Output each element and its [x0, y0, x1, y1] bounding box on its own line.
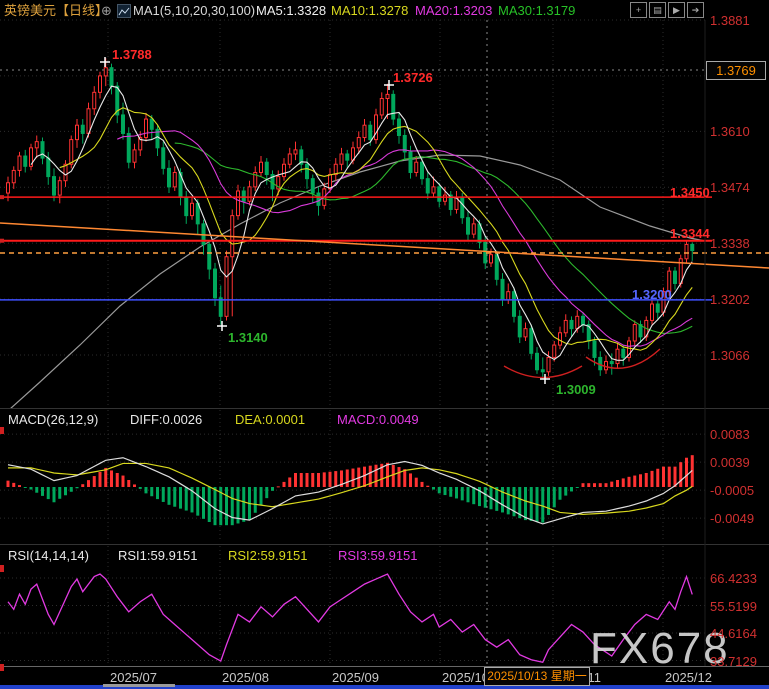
resistance-line-label[interactable]: 1.3450 — [670, 185, 710, 200]
macd-panel[interactable] — [6, 455, 694, 526]
y-axis-label: 1.3474 — [710, 180, 750, 195]
support-line-label[interactable]: 1.3200 — [632, 287, 672, 302]
x-axis-label: 2025/07 — [110, 670, 157, 685]
rsi-title: RSI(14,14,14) — [8, 548, 89, 563]
y-axis-label: 33.7129 — [710, 654, 757, 669]
symbol-title: 英镑美元【日线】 — [4, 3, 109, 18]
x-axis-label: 2025/10 — [442, 670, 489, 685]
main-price-panel[interactable] — [0, 58, 706, 418]
gridlines — [0, 19, 705, 664]
crosshair-tool-icon[interactable]: + — [630, 2, 647, 18]
rsi2-value: RSI2:59.9151 — [228, 548, 308, 563]
y-axis-label: 44.6164 — [710, 626, 757, 641]
extreme-marker — [217, 321, 227, 331]
rsi3-value: RSI3:59.9151 — [338, 548, 418, 563]
rsi-panel[interactable] — [7, 573, 693, 664]
crosshair — [0, 20, 705, 666]
ma30-value: MA30:1.3179 — [498, 3, 576, 18]
ma5-value: MA5:1.3328 — [256, 3, 327, 18]
y-axis-label: 1.3066 — [710, 348, 750, 363]
y-axis-label: 0.0039 — [710, 455, 750, 470]
arc-annotation[interactable] — [503, 365, 583, 379]
panel-tick — [0, 565, 4, 572]
add-indicator-icon[interactable]: ⊕ — [101, 3, 112, 18]
panel-tick — [0, 427, 4, 434]
ma-group-label: MA1(5,10,20,30,100) — [133, 3, 256, 18]
y-axis-label: 1.3202 — [710, 292, 750, 307]
play-chart-icon[interactable]: ▶ — [668, 2, 685, 18]
low-annotation: 1.3140 — [228, 330, 268, 345]
y-axis-label: 0.0083 — [710, 427, 750, 442]
x-axis-label: 2025/08 — [222, 670, 269, 685]
drawn-lines[interactable] — [0, 195, 769, 301]
extreme-marker — [540, 374, 550, 384]
extreme-marker — [384, 80, 394, 90]
macd-dea-value: DEA:0.0001 — [235, 412, 306, 427]
low-annotation: 1.3009 — [556, 382, 596, 397]
macd-title: MACD(26,12,9) — [8, 412, 99, 427]
panel-layout-icon[interactable]: ▤ — [649, 2, 666, 18]
next-chart-icon[interactable]: ➔ — [687, 2, 704, 18]
y-axis-label: 1.3610 — [710, 124, 750, 139]
y-axis-label: -0.0005 — [710, 483, 755, 498]
rsi1-value: RSI1:59.9151 — [118, 548, 198, 563]
ma10-value: MA10:1.3278 — [331, 3, 409, 18]
arc-annotation[interactable] — [585, 348, 661, 369]
y-axis-label: 1.3881 — [710, 13, 750, 28]
recent-high-line-label[interactable]: 1.3344 — [670, 226, 710, 241]
crosshair-date-box: 2025/10/13 星期一 — [484, 667, 590, 686]
extreme-marker — [100, 57, 110, 67]
x-axis-label: 2025/09 — [332, 670, 379, 685]
candles — [6, 58, 695, 379]
macd-diff-value: DIFF:0.0026 — [130, 412, 203, 427]
ma-indicator-icon — [117, 4, 131, 18]
y-axis-label: -0.0049 — [710, 511, 755, 526]
crosshair-price-box: 1.3769 — [706, 61, 766, 80]
y-axis-label: 66.4233 — [710, 571, 757, 586]
high-annotation: 1.3726 — [393, 70, 433, 85]
watermark: FX678 — [590, 624, 730, 673]
bottom-border — [0, 685, 769, 689]
scrollbar-thumb[interactable] — [103, 684, 175, 687]
high-annotation: 1.3788 — [112, 47, 152, 62]
panel-tick — [0, 664, 4, 671]
y-axis-label: 1.3338 — [710, 236, 750, 251]
x-axis-label: 2025/12 — [665, 670, 712, 685]
y-axis-label: 55.5199 — [710, 599, 757, 614]
macd-value: MACD:0.0049 — [337, 412, 419, 427]
ma20-value: MA20:1.3203 — [415, 3, 493, 18]
